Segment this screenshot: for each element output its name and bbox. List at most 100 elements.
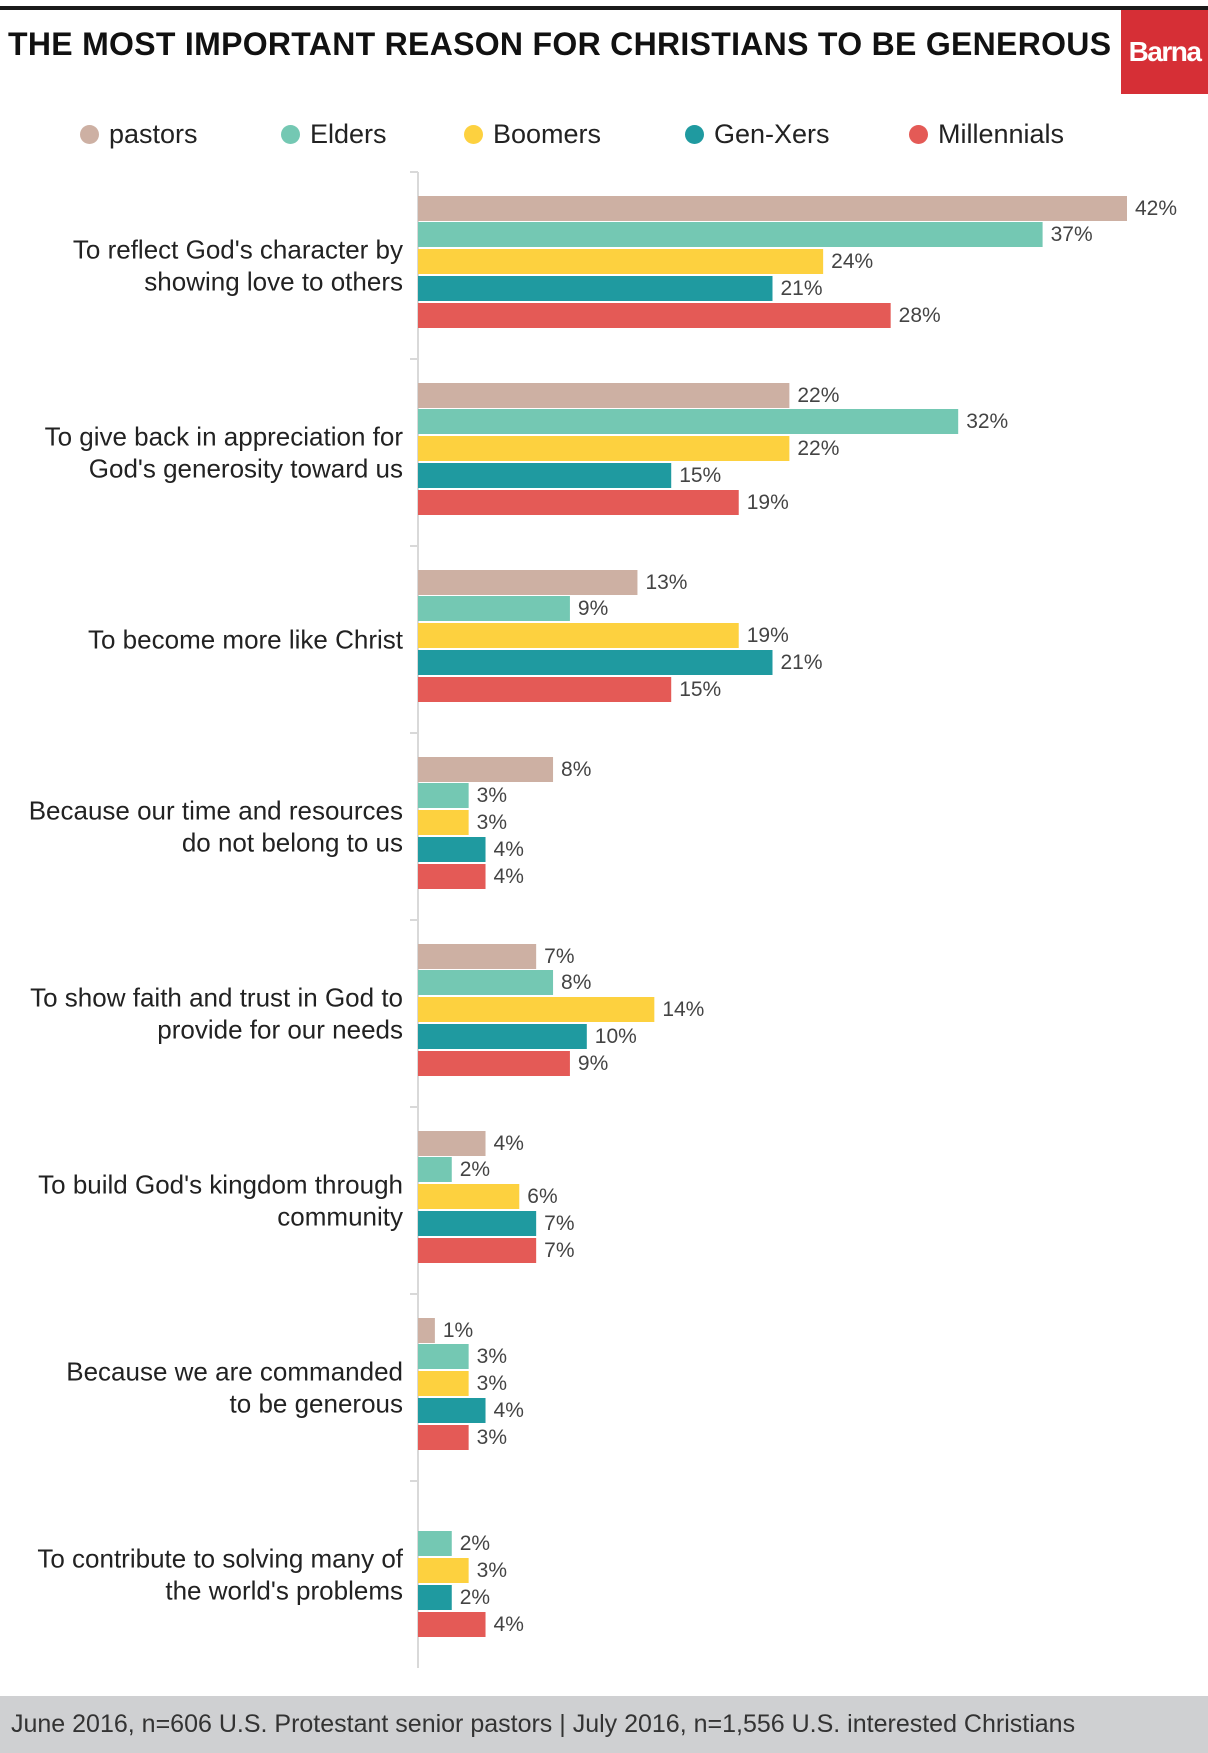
category-label: God's generosity toward us [89,454,403,484]
bar-gen-xers-3 [418,650,773,675]
legend-item-elders: Elders [281,114,387,154]
data-label: 3% [477,1345,507,1368]
category-label: community [277,1202,403,1232]
bar-boomers-5 [418,997,655,1022]
data-label: 22% [797,384,839,407]
legend-label-boomers: Boomers [493,118,602,149]
data-label: 2% [460,1158,490,1181]
data-label: 32% [966,410,1008,433]
bar-pastors-1 [418,196,1127,221]
bar-elders-6 [418,1157,452,1182]
bar-gen-xers-7 [418,1398,486,1423]
bar-elders-4 [418,783,469,808]
data-label: 7% [544,945,574,968]
data-label: 42% [1135,197,1177,220]
bar-gen-xers-5 [418,1024,587,1049]
data-label: 4% [494,838,524,861]
data-label: 4% [494,1613,524,1636]
bar-millennials-4 [418,864,486,889]
bar-elders-7 [418,1344,469,1369]
bar-boomers-7 [418,1371,469,1396]
bar-pastors-3 [418,570,638,595]
bar-boomers-8 [418,1558,469,1583]
bar-millennials-6 [418,1238,537,1263]
category-label: Because we are commanded [66,1357,403,1387]
source-note: June 2016, n=606 U.S. Protestant senior … [11,1710,1076,1738]
legend-label-pastors: pastors [109,118,198,149]
legend-swatch-pastors [80,124,99,144]
bar-boomers-2 [418,436,790,461]
legend-label-gen-xers: Gen-Xers [714,118,830,149]
data-label: 22% [797,437,839,460]
bar-pastors-7 [418,1318,435,1343]
legend-swatch-millennials [909,124,928,144]
bar-millennials-3 [418,677,672,702]
data-label: 21% [781,277,823,300]
bar-boomers-6 [418,1184,520,1209]
category-label: To give back in appreciation for [45,422,404,452]
bar-elders-5 [418,970,554,995]
data-label: 8% [561,971,591,994]
bar-elders-8 [418,1531,452,1556]
data-label: 15% [679,678,721,701]
legend: pastors Elders Boomers Gen-Xers Millenni… [0,114,1208,154]
category-label: To contribute to solving many of [37,1544,403,1574]
legend-swatch-elders [281,124,300,144]
bar-millennials-7 [418,1425,469,1450]
legend-label-elders: Elders [310,118,387,149]
barna-logo: Barna [1121,10,1208,94]
category-label: the world's problems [165,1576,403,1606]
data-label: 14% [662,998,704,1021]
bar-elders-2 [418,409,959,434]
bar-pastors-4 [418,757,554,782]
bar-gen-xers-8 [418,1585,452,1610]
data-label: 3% [477,1372,507,1395]
bar-boomers-3 [418,623,739,648]
data-label: 37% [1051,223,1093,246]
legend-item-millennials: Millennials [909,114,1064,154]
data-label: 24% [831,250,873,273]
data-label: 7% [544,1212,574,1235]
category-label: provide for our needs [157,1015,403,1045]
data-label: 3% [477,784,507,807]
data-label: 3% [477,811,507,834]
category-label: to be generous [230,1389,403,1419]
legend-item-gen-xers: Gen-Xers [685,114,830,154]
category-label: To reflect God's character by [73,235,403,265]
data-label: 6% [527,1185,557,1208]
data-label: 7% [544,1239,574,1262]
bar-pastors-5 [418,944,537,969]
category-label: To build God's kingdom through [38,1170,403,1200]
data-label: 4% [494,1399,524,1422]
data-label: 8% [561,758,591,781]
data-label: 1% [443,1319,473,1342]
category-label: To show faith and trust in God to [30,983,403,1013]
category-label: do not belong to us [182,828,403,858]
bar-millennials-5 [418,1051,570,1076]
bar-millennials-8 [418,1612,486,1637]
category-label: To become more like Christ [88,625,404,655]
chart-title: THE MOST IMPORTANT REASON FOR CHRISTIANS… [8,26,1112,62]
legend-item-boomers: Boomers [464,114,601,154]
top-rule [0,6,1208,10]
data-label: 2% [460,1586,490,1609]
data-label: 2% [460,1532,490,1555]
bar-gen-xers-4 [418,837,486,862]
bar-pastors-2 [418,383,790,408]
data-label: 9% [578,597,608,620]
bar-millennials-1 [418,303,891,328]
data-label: 9% [578,1052,608,1075]
bar-gen-xers-6 [418,1211,537,1236]
bar-pastors-6 [418,1131,486,1156]
data-label: 3% [477,1559,507,1582]
category-label: Because our time and resources [29,796,403,826]
data-label: 21% [781,651,823,674]
bar-gen-xers-1 [418,276,773,301]
legend-label-millennials: Millennials [938,118,1065,149]
data-label: 4% [494,865,524,888]
bar-elders-1 [418,222,1043,247]
category-label: showing love to others [144,267,403,297]
data-label: 15% [679,464,721,487]
bar-gen-xers-2 [418,463,672,488]
